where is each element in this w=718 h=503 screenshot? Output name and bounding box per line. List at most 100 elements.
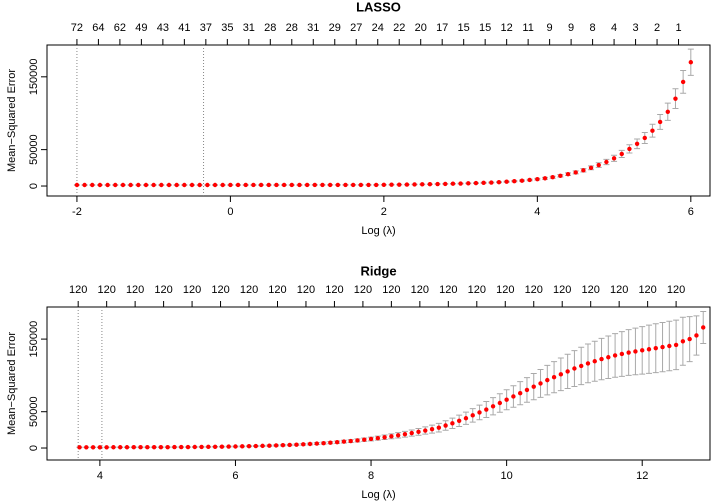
point [612,353,618,358]
point [212,182,218,188]
top-tick-label: 120 [325,284,343,296]
point [558,372,564,377]
point [524,387,530,393]
point [531,384,536,389]
point [382,435,387,440]
point [362,437,367,442]
point [158,444,164,450]
top-tick-label: 120 [496,284,514,296]
point [395,433,401,438]
top-tick-label: 120 [183,284,201,296]
point [599,356,604,362]
top-tick-label: 1 [675,22,681,34]
top-tick-label: 120 [610,284,628,296]
point [545,377,550,383]
point [97,445,103,450]
point [477,410,482,415]
point [131,445,136,450]
point [182,182,187,188]
top-tick-label: 120 [382,284,400,296]
x-axis-label: Log (λ) [361,225,395,237]
point [251,182,256,188]
point [466,181,471,186]
point [633,349,638,354]
top-tick-label: 28 [286,22,298,34]
top-tick-label: 9 [547,22,553,34]
point [550,175,555,180]
point [136,182,141,188]
point [192,444,197,450]
top-tick-label: 72 [71,22,83,34]
point [120,182,126,188]
point [179,444,184,450]
point [423,428,428,433]
point [511,394,516,399]
point [558,173,563,179]
point [212,444,218,449]
point [611,156,617,161]
top-tick-label: 29 [329,22,341,34]
point [90,182,95,188]
point [159,182,164,188]
y-tick-label: 150000 [28,58,40,95]
top-tick-label: 27 [350,22,362,34]
point [504,179,509,184]
y-tick-label: 0 [28,183,40,189]
point [320,182,325,188]
point [235,182,241,188]
point [389,434,394,439]
point [327,182,333,188]
point [687,336,692,342]
point [701,325,706,330]
point [450,421,455,426]
top-tick-label: 11 [522,22,533,34]
top-tick-label: 120 [553,284,571,296]
point [335,182,341,188]
point [258,182,264,188]
y-tick-label: 150000 [28,321,40,358]
top-tick-label: 120 [638,284,656,296]
top-tick-label: 15 [458,22,470,34]
point [436,425,442,430]
top-tick-label: 64 [92,22,104,34]
point [355,438,360,443]
top-tick-label: 31 [243,22,255,34]
top-tick-label: 120 [354,284,372,296]
point [650,128,655,133]
point [443,423,448,428]
top-tick-label: 120 [439,284,457,296]
point [301,442,306,447]
point [111,445,116,450]
top-tick-label: 15 [479,22,491,34]
point [512,179,517,184]
point [368,436,374,442]
point [348,438,353,444]
point [304,182,310,188]
point [572,366,577,371]
point [653,345,658,351]
point [463,416,469,421]
point [435,181,440,187]
top-tick-label: 2 [654,22,660,34]
point [517,390,523,396]
point [287,442,292,448]
top-tick-label: 35 [221,22,233,34]
top-tick-label: 120 [240,284,258,296]
point [260,443,265,449]
top-tick-label: 120 [126,284,144,296]
point [280,443,286,448]
point [174,182,179,188]
point [151,444,157,450]
top-tick-label: 120 [667,284,685,296]
point [642,135,647,141]
point [427,182,433,187]
point [289,182,294,188]
top-tick-label: 37 [200,22,212,34]
top-tick-label: 49 [135,22,147,34]
point [694,333,699,338]
point [667,343,672,349]
point [535,176,540,182]
point [519,178,525,183]
point [404,182,410,187]
point [680,79,686,85]
